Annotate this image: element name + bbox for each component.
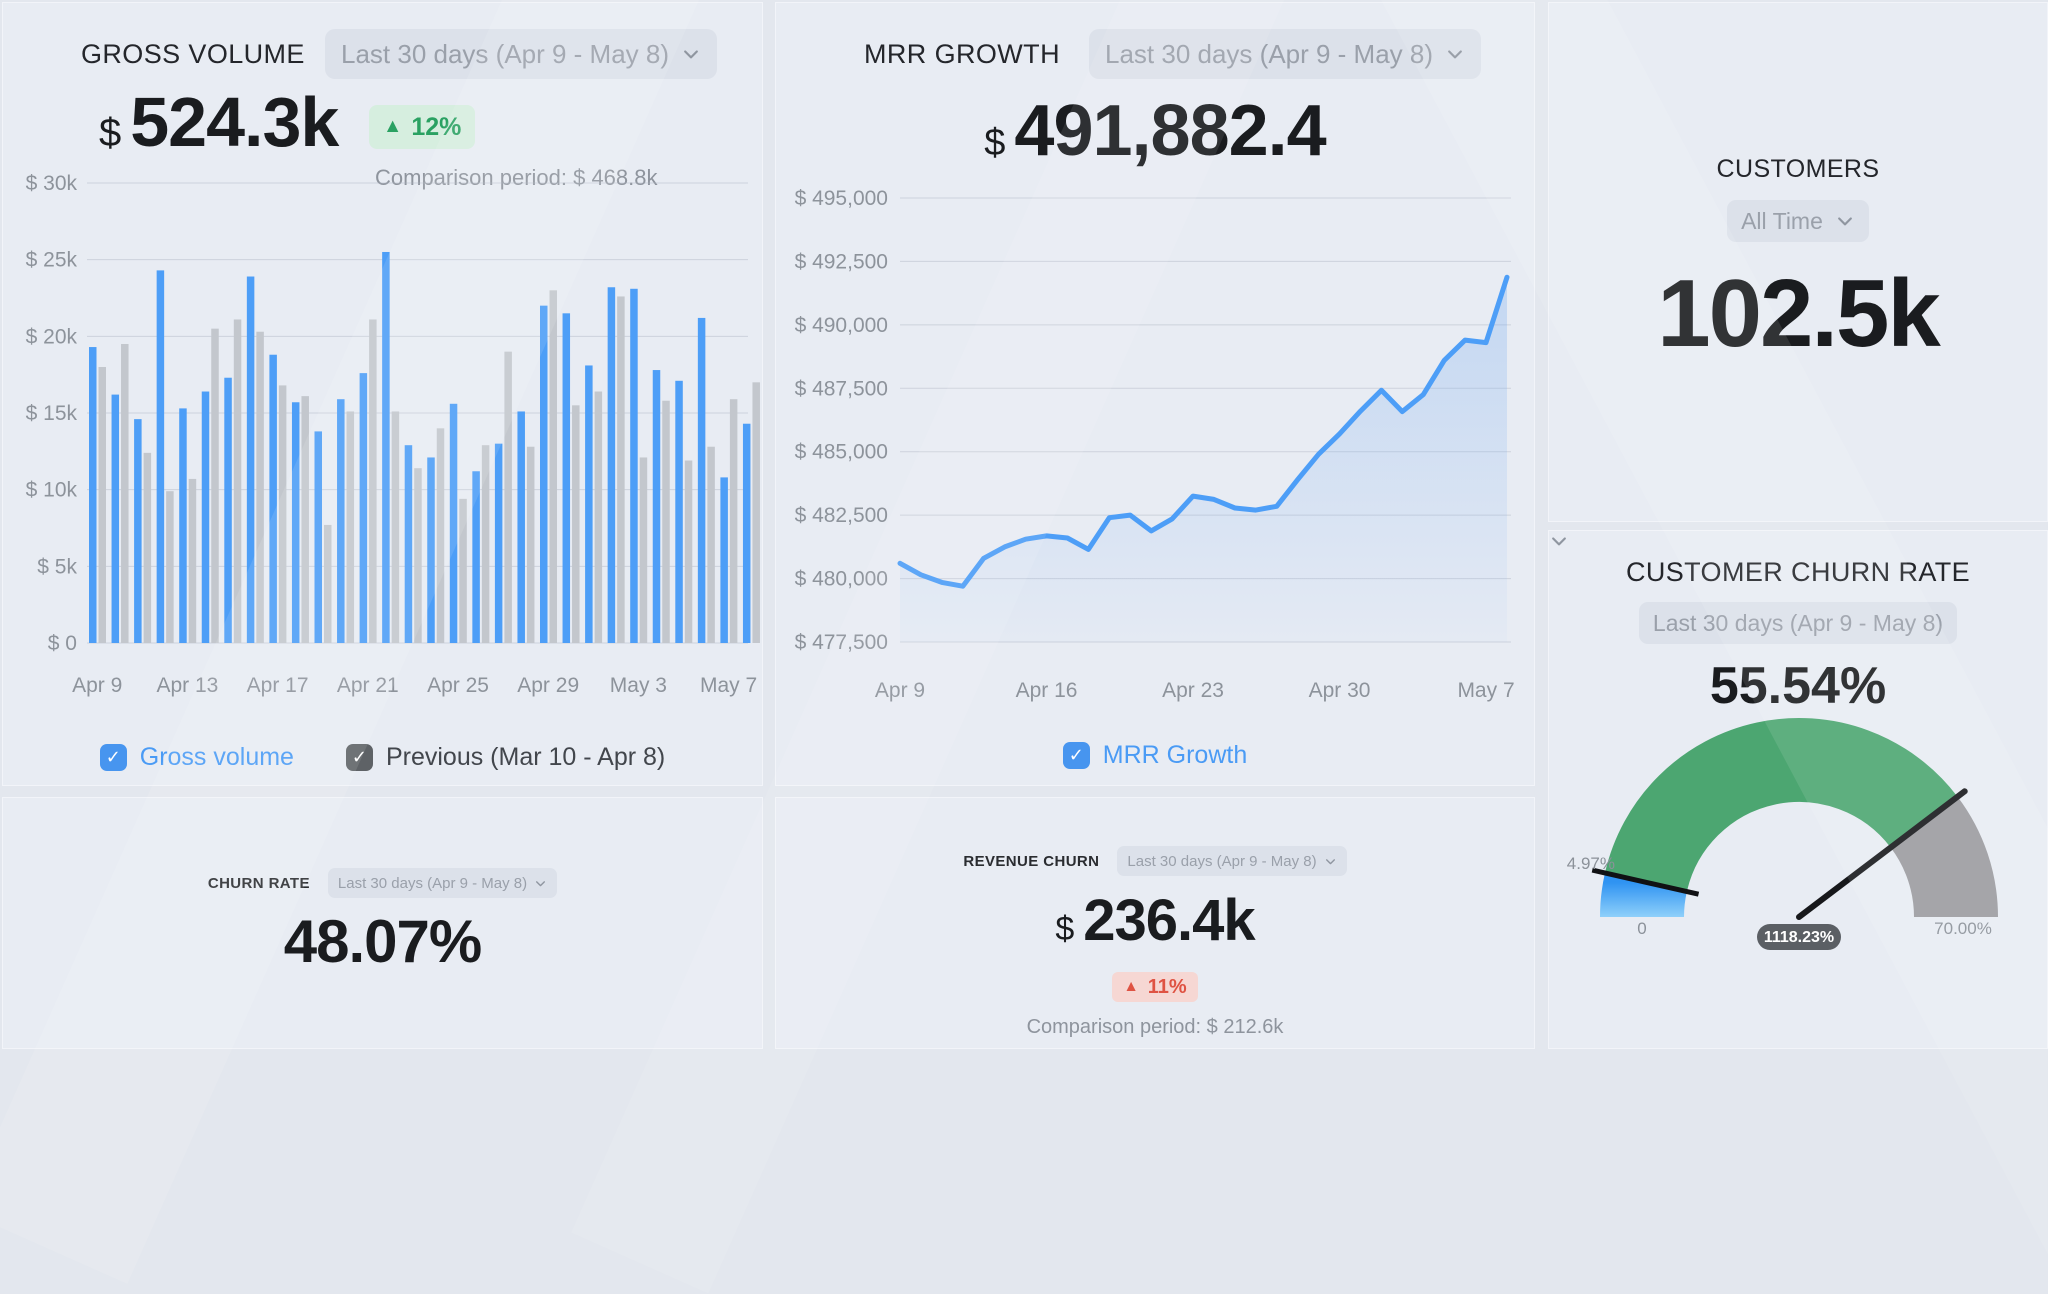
checkbox-checked-icon[interactable]: ✓ — [99, 744, 127, 771]
legend-label: Gross volume — [139, 743, 294, 771]
svg-text:Apr 23: Apr 23 — [1162, 679, 1224, 702]
currency-symbol: $ — [99, 111, 121, 155]
svg-text:$ 30k: $ 30k — [26, 172, 78, 195]
svg-text:Apr 29: Apr 29 — [517, 674, 579, 697]
mrr-growth-title: MRR GROWTH — [864, 39, 1060, 69]
svg-text:Apr 21: Apr 21 — [337, 674, 399, 697]
mrr-growth-period-dropdown[interactable]: Last 30 days (Apr 9 - May 8) — [1089, 29, 1482, 79]
panel-gross-volume: GROSS VOLUME Last 30 days (Apr 9 - May 8… — [2, 2, 763, 786]
panel-revenue-churn: REVENUE CHURN Last 30 days (Apr 9 - May … — [775, 797, 1535, 1049]
period-label: Last 30 days (Apr 9 - May 8) — [341, 38, 670, 69]
revenue-churn-delta-badge: ▲ 11% — [1112, 972, 1198, 1002]
svg-text:Apr 16: Apr 16 — [1016, 679, 1078, 702]
svg-text:$ 20k: $ 20k — [26, 325, 78, 348]
churn-rate-value: 48.07% — [283, 908, 483, 975]
churn-rate-period-dropdown[interactable]: Last 30 days (Apr 9 - May 8) — [327, 868, 558, 898]
revenue-churn-comparison: Comparison period: $ 212.6k — [1026, 1016, 1284, 1038]
customer-churn-rate-title: CUSTOMER CHURN RATE — [1625, 557, 1971, 587]
svg-text:Apr 13: Apr 13 — [156, 674, 218, 697]
period-label: Last 30 days (Apr 9 - May 8) — [337, 874, 528, 892]
gross-volume-comparison: Comparison period: $ 468.8k — [375, 165, 658, 190]
currency-symbol: $ — [1055, 910, 1074, 948]
svg-text:Apr 17: Apr 17 — [247, 674, 309, 697]
gross-volume-delta-badge: ▲ 12% — [369, 105, 476, 149]
delta-value: 11% — [1147, 976, 1187, 998]
svg-text:4.97%: 4.97% — [1567, 854, 1615, 873]
customer-churn-rate-value: 55.54% — [1709, 657, 1887, 715]
svg-text:$ 490,000: $ 490,000 — [795, 314, 888, 337]
svg-text:Apr 25: Apr 25 — [427, 674, 489, 697]
gross-volume-period-dropdown[interactable]: Last 30 days (Apr 9 - May 8) — [325, 29, 718, 79]
period-label: All Time — [1741, 207, 1823, 234]
mrr-growth-chart: $ 477,500 $ 480,000 $ 482,500 $ 485,000 $ 48… — [795, 187, 1515, 702]
panel-customer-churn-rate: CUSTOMER CHURN RATE Last 30 days (Apr 9 … — [1548, 530, 2048, 1049]
period-label: Last 30 days (Apr 9 - May 8) — [1127, 852, 1317, 870]
svg-text:$ 10k: $ 10k — [26, 479, 78, 502]
svg-text:$ 480,000: $ 480,000 — [795, 568, 888, 591]
gross-volume-chart: $ 0 $ 5k $ 10k $ 15k $ 20k $ 25k $ 30k Apr 9 Apr… — [26, 172, 760, 697]
chevron-down-icon — [536, 880, 546, 886]
gross-volume-value: $524.3k — [99, 83, 339, 161]
svg-text:May 7: May 7 — [1457, 679, 1514, 702]
panel-churn-rate: CHURN RATE Last 30 days (Apr 9 - May 8) … — [2, 797, 763, 1049]
legend-label: MRR Growth — [1102, 741, 1248, 769]
legend-label: Previous (Mar 10 - Apr 8) — [385, 743, 666, 771]
period-label: Last 30 days (Apr 9 - May 8) — [1652, 609, 1944, 636]
svg-text:1118.23%: 1118.23% — [1764, 929, 1834, 946]
svg-text:0: 0 — [1637, 919, 1646, 938]
svg-text:May 3: May 3 — [610, 674, 667, 697]
svg-text:$ 477,500: $ 477,500 — [795, 631, 888, 654]
svg-text:$ 492,500: $ 492,500 — [795, 250, 888, 273]
arrow-up-icon: ▲ — [1123, 978, 1139, 996]
customer-churn-period-dropdown[interactable]: Last 30 days (Apr 9 - May 8) — [1552, 537, 1958, 644]
svg-text:Apr 9: Apr 9 — [875, 679, 925, 702]
dashboard: GROSS VOLUME Last 30 days (Apr 9 - May 8… — [2, 2, 2048, 1049]
svg-text:$ 485,000: $ 485,000 — [795, 441, 888, 464]
svg-text:$ 15k: $ 15k — [26, 402, 78, 425]
chevron-down-icon — [1552, 537, 1566, 546]
mrr-growth-legend: ✓ MRR Growth — [776, 741, 1534, 770]
customers-value: 102.5k — [1657, 260, 1941, 367]
customers-title: CUSTOMERS — [1716, 155, 1880, 183]
chevron-down-icon — [684, 50, 698, 59]
svg-text:$ 25k: $ 25k — [26, 249, 78, 272]
svg-text:$ 487,500: $ 487,500 — [795, 377, 888, 400]
panel-mrr-growth: MRR GROWTH Last 30 days (Apr 9 - May 8) … — [775, 2, 1535, 786]
arrow-up-icon: ▲ — [383, 115, 403, 138]
revenue-churn-title: REVENUE CHURN — [963, 852, 1100, 870]
legend-item-previous[interactable]: ✓ Previous (Mar 10 - Apr 8) — [345, 743, 666, 772]
revenue-churn-value: $236.4k — [1055, 888, 1255, 953]
period-label: Last 30 days (Apr 9 - May 8) — [1105, 38, 1434, 69]
chevron-down-icon — [1837, 217, 1852, 226]
checkbox-checked-icon[interactable]: ✓ — [1062, 742, 1090, 769]
panel-customers: CUSTOMERS All Time 102.5k — [1548, 2, 2048, 522]
svg-text:Apr 9: Apr 9 — [72, 674, 122, 697]
svg-text:Apr 30: Apr 30 — [1309, 679, 1371, 702]
svg-text:$ 482,500: $ 482,500 — [795, 504, 888, 527]
legend-item-gross-volume[interactable]: ✓ Gross volume — [99, 743, 294, 772]
svg-text:70.00%: 70.00% — [1934, 919, 1992, 938]
svg-text:$ 495,000: $ 495,000 — [795, 187, 888, 210]
churn-gauge: 0 70.00% 4.97% 1118.23% — [1567, 718, 1998, 950]
chevron-down-icon — [1448, 50, 1462, 59]
churn-rate-title: CHURN RATE — [207, 874, 310, 892]
customers-period-dropdown[interactable]: All Time — [1727, 200, 1869, 242]
mrr-growth-value: $491,882.4 — [984, 91, 1326, 171]
delta-value: 12% — [411, 112, 462, 141]
checkbox-checked-icon[interactable]: ✓ — [345, 744, 373, 771]
gross-volume-title: GROSS VOLUME — [81, 39, 305, 69]
currency-symbol: $ — [984, 122, 1005, 164]
svg-text:$ 0: $ 0 — [48, 632, 77, 655]
chevron-down-icon — [1325, 858, 1335, 864]
svg-text:May 7: May 7 — [700, 674, 757, 697]
svg-text:$ 5k: $ 5k — [37, 555, 77, 578]
legend-item-mrr-growth[interactable]: ✓ MRR Growth — [1062, 741, 1248, 770]
revenue-churn-period-dropdown[interactable]: Last 30 days (Apr 9 - May 8) — [1117, 846, 1347, 876]
gross-volume-legend: ✓ Gross volume ✓ Previous (Mar 10 - Apr … — [3, 743, 762, 772]
